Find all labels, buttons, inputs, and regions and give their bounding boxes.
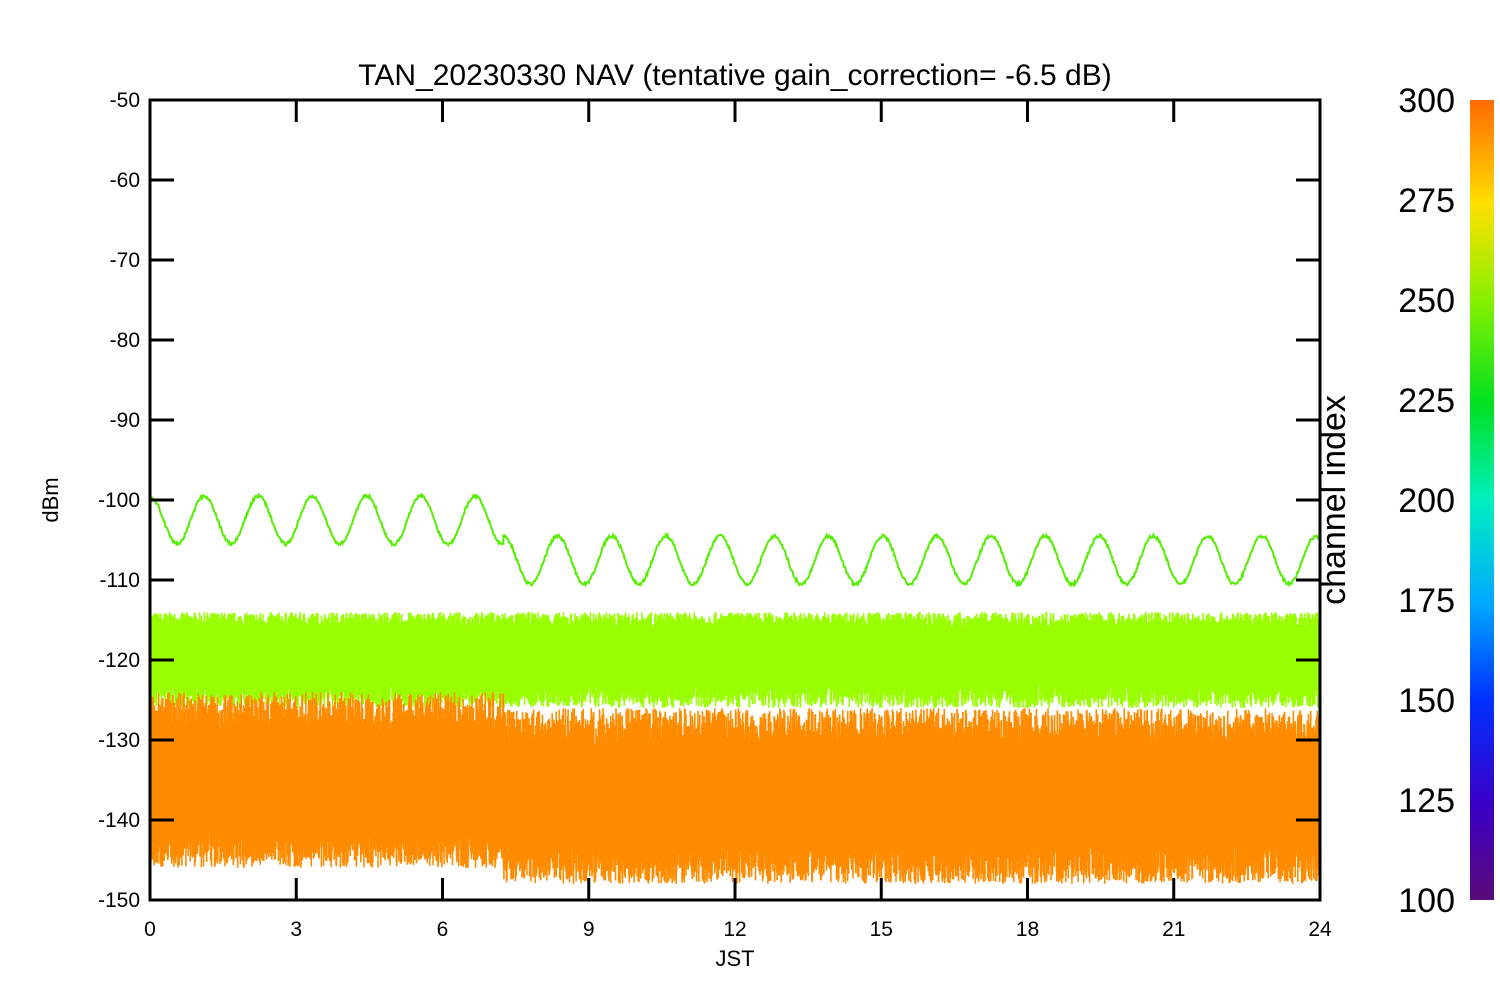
x-tick-label: 9 bbox=[583, 918, 595, 941]
colorbar-tick-label: 200 bbox=[1398, 482, 1455, 520]
x-tick-label: 0 bbox=[144, 918, 156, 941]
colorbar-tick-label: 300 bbox=[1398, 82, 1455, 120]
y-axis-label: dBm bbox=[38, 477, 63, 522]
colorbar-tick-label: 175 bbox=[1398, 582, 1455, 620]
series-band-2-1 bbox=[502, 708, 1320, 884]
band-core bbox=[503, 756, 1320, 836]
series-band-1-0 bbox=[150, 612, 1320, 708]
colorbar-label: channel index bbox=[1315, 395, 1353, 605]
y-tick-label: -130 bbox=[98, 729, 140, 752]
y-tick-label: -50 bbox=[110, 89, 140, 112]
y-tick-label: -120 bbox=[98, 649, 140, 672]
x-tick-label: 24 bbox=[1308, 918, 1332, 941]
series-line-0 bbox=[150, 492, 1320, 589]
series-band-2-0 bbox=[150, 692, 505, 868]
plot-area bbox=[150, 492, 1320, 884]
x-axis-label: JST bbox=[715, 946, 754, 971]
band-core bbox=[150, 744, 504, 824]
y-tick-label: -70 bbox=[110, 249, 140, 272]
nav-line bbox=[150, 492, 1320, 589]
y-tick-label: -150 bbox=[98, 889, 140, 912]
x-axis: 0 3 6 9 12 15 18 21 24 bbox=[144, 100, 1332, 941]
x-tick-label: 18 bbox=[1016, 918, 1039, 941]
x-tick-label: 3 bbox=[290, 918, 302, 941]
y-tick-label: -90 bbox=[110, 409, 140, 432]
y-tick-label: -110 bbox=[100, 569, 140, 592]
colorbar-ticks: 300 275 250 225 200 175 150 125 100 bbox=[1398, 82, 1455, 920]
colorbar bbox=[1470, 100, 1494, 900]
chart-title: TAN_20230330 NAV (tentative gain_correct… bbox=[358, 59, 1112, 92]
y-tick-label: -100 bbox=[98, 489, 140, 512]
colorbar-tick-label: 150 bbox=[1398, 682, 1455, 720]
y-tick-label: -60 bbox=[110, 169, 140, 192]
colorbar-tick-label: 250 bbox=[1398, 282, 1455, 320]
x-tick-label: 21 bbox=[1162, 918, 1185, 941]
y-tick-label: -80 bbox=[110, 329, 140, 352]
colorbar-tick-label: 275 bbox=[1398, 182, 1455, 220]
colorbar-tick-label: 125 bbox=[1398, 782, 1455, 820]
colorbar-tick-label: 100 bbox=[1398, 882, 1455, 920]
y-tick-label: -140 bbox=[98, 809, 140, 832]
x-tick-label: 12 bbox=[723, 918, 746, 941]
band-core bbox=[150, 634, 1320, 678]
y-axis: -50 -60 -70 -80 -90 -100 -110 -120 -130 -140 -150 bbox=[98, 89, 1320, 912]
x-tick-label: 6 bbox=[437, 918, 449, 941]
colorbar-tick-label: 225 bbox=[1398, 382, 1455, 420]
x-tick-label: 15 bbox=[870, 918, 893, 941]
